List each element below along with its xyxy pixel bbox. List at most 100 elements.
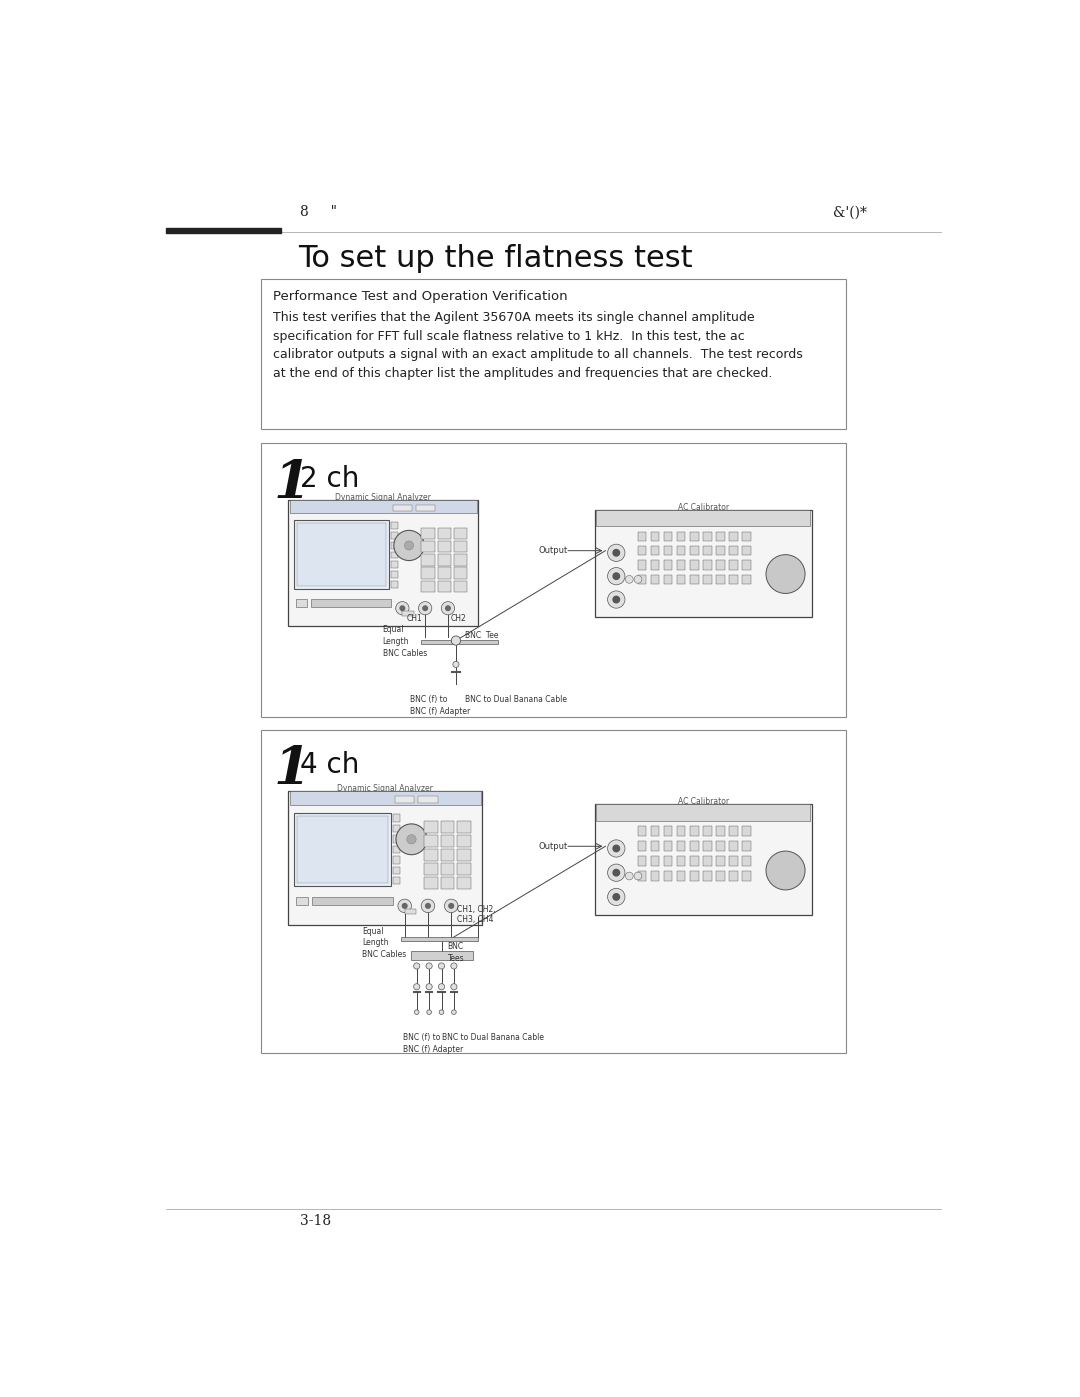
Bar <box>595 510 811 616</box>
Bar <box>454 541 467 552</box>
Bar <box>393 866 400 875</box>
Bar <box>416 504 434 511</box>
Text: Equal
Length
BNC Cables: Equal Length BNC Cables <box>362 926 406 960</box>
Circle shape <box>403 904 407 908</box>
Bar <box>703 531 712 541</box>
Bar <box>729 872 738 882</box>
Bar <box>288 791 482 925</box>
Bar <box>677 574 686 584</box>
Bar <box>664 531 673 541</box>
Bar <box>742 546 751 556</box>
Circle shape <box>613 845 620 852</box>
Bar <box>742 841 751 851</box>
Bar <box>421 528 434 539</box>
Bar <box>391 581 397 588</box>
Bar <box>729 827 738 837</box>
Bar <box>703 856 712 866</box>
Circle shape <box>414 963 420 970</box>
Circle shape <box>419 602 432 615</box>
Text: 8     ": 8 " <box>300 205 337 219</box>
Bar <box>441 820 454 833</box>
Bar <box>421 581 434 592</box>
Bar <box>703 827 712 837</box>
Bar <box>454 581 467 592</box>
Circle shape <box>451 1010 456 1014</box>
Circle shape <box>446 606 450 610</box>
Circle shape <box>450 983 457 990</box>
Bar <box>677 546 686 556</box>
Text: &'()*: &'()* <box>833 205 866 219</box>
Bar <box>638 531 647 541</box>
Text: 2 ch: 2 ch <box>300 465 360 493</box>
Text: BNC  Tee: BNC Tee <box>465 631 499 640</box>
Bar <box>424 848 437 861</box>
Circle shape <box>426 983 432 990</box>
Bar <box>664 841 673 851</box>
Bar <box>716 841 725 851</box>
Bar <box>421 541 434 552</box>
Text: Equal
Length
BNC Cables: Equal Length BNC Cables <box>382 624 427 658</box>
Bar <box>391 562 397 569</box>
Bar <box>418 796 437 803</box>
Circle shape <box>405 541 414 550</box>
Circle shape <box>438 963 445 970</box>
Bar <box>716 856 725 866</box>
Bar <box>690 574 699 584</box>
Bar <box>690 872 699 882</box>
Bar <box>651 872 660 882</box>
Circle shape <box>613 549 620 556</box>
Bar <box>457 848 471 861</box>
Circle shape <box>426 963 432 970</box>
Bar <box>291 791 481 805</box>
Bar <box>401 937 478 942</box>
Bar <box>393 824 400 833</box>
Bar <box>690 546 699 556</box>
Circle shape <box>608 591 625 608</box>
Bar <box>391 552 397 559</box>
Bar <box>638 841 647 851</box>
Bar <box>651 531 660 541</box>
Circle shape <box>453 661 459 668</box>
Circle shape <box>634 576 642 583</box>
Bar <box>729 841 738 851</box>
Circle shape <box>608 888 625 905</box>
Bar <box>391 532 397 539</box>
Circle shape <box>426 904 430 908</box>
Text: This test verifies that the Agilent 35670A meets its single channel amplitude: This test verifies that the Agilent 3567… <box>273 312 755 324</box>
Circle shape <box>395 602 409 615</box>
Circle shape <box>396 824 427 855</box>
Bar <box>703 841 712 851</box>
Bar <box>729 856 738 866</box>
Bar <box>729 531 738 541</box>
Bar <box>454 555 467 566</box>
Bar <box>421 555 434 566</box>
Text: BNC
Tees: BNC Tees <box>448 943 464 964</box>
Bar <box>716 546 725 556</box>
Bar <box>664 546 673 556</box>
Circle shape <box>438 983 445 990</box>
Text: calibrator outputs a signal with an exact amplitude to all channels.  The test r: calibrator outputs a signal with an exac… <box>273 348 802 362</box>
Bar <box>651 560 660 570</box>
Bar <box>294 520 389 590</box>
Bar <box>441 848 454 861</box>
Bar <box>677 560 686 570</box>
Circle shape <box>450 963 457 970</box>
Text: Performance Test and Operation Verification: Performance Test and Operation Verificat… <box>273 289 568 303</box>
Bar <box>405 908 416 914</box>
Bar <box>393 504 411 511</box>
Bar <box>437 581 450 592</box>
Bar <box>403 610 414 616</box>
Bar <box>703 560 712 570</box>
Text: Output: Output <box>538 842 567 851</box>
Text: Output: Output <box>538 546 567 555</box>
Bar <box>716 827 725 837</box>
Circle shape <box>427 1010 431 1014</box>
Text: Dynamic Signal Analyzer: Dynamic Signal Analyzer <box>337 784 433 792</box>
Bar <box>742 827 751 837</box>
Bar <box>296 897 308 905</box>
Circle shape <box>613 597 620 602</box>
Bar <box>638 872 647 882</box>
Bar <box>690 841 699 851</box>
Circle shape <box>423 606 428 610</box>
Bar <box>651 574 660 584</box>
